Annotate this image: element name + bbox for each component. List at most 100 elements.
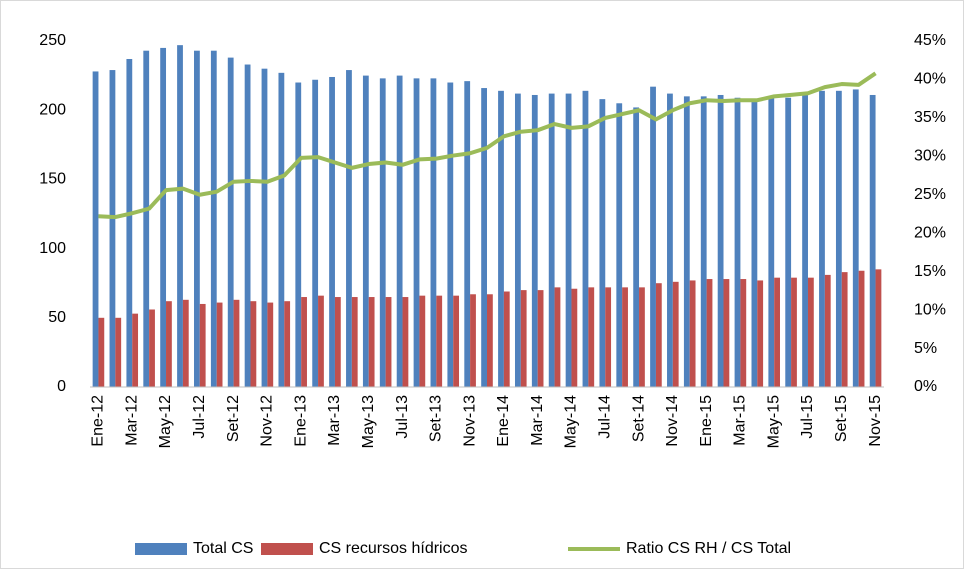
y-tick-label: 100 [39,240,66,257]
bar [419,295,426,387]
bar [447,82,454,388]
bar [667,93,673,387]
bar [227,57,234,387]
bar [639,287,645,387]
y2-tick-label: 20% [914,224,946,241]
x-tick-label: May-14 [563,395,580,448]
bar [700,96,707,388]
bar [216,302,223,387]
bar [548,93,555,387]
bar [723,279,730,387]
bar [503,291,510,387]
bar [807,277,814,387]
x-tick-label: Jul-14 [596,395,613,439]
bar [689,280,696,387]
bar [785,97,792,387]
bar [481,88,487,387]
y2-tick-label: 0% [914,378,937,395]
bar [244,64,251,387]
bar [498,90,504,387]
bar [672,281,679,387]
bar [261,68,268,388]
bar [166,301,172,387]
bar [633,107,640,387]
bar [177,45,183,387]
bar [351,297,358,387]
x-tick-label: Ene-13 [292,395,309,447]
y2-tick-label: 35% [914,109,946,126]
bar [301,297,307,387]
bar [706,279,713,387]
bar [470,294,476,387]
bar [368,297,375,387]
bar [182,299,189,387]
y-tick-label: 0 [57,378,66,395]
y-tick-label: 250 [39,32,66,49]
y2-tick-label: 5% [914,340,937,357]
bar [199,303,206,387]
bar [520,290,527,387]
y2-tick-label: 40% [914,71,946,88]
bar [396,75,403,387]
bar [92,71,99,387]
legend-label: CS recursos hídricos [319,540,468,557]
x-tick-label: Mar-12 [123,395,140,446]
bar [250,301,257,387]
bar [132,313,139,387]
x-tick-label: Jul-15 [799,395,816,439]
bar [233,299,240,387]
bar [531,94,538,387]
bar [852,89,859,387]
bar [824,274,831,387]
x-tick-label: Ene-15 [698,395,715,447]
bar [717,94,724,387]
bar [284,301,291,387]
bar [278,72,285,387]
y2-tick-label: 15% [914,263,946,280]
bar [605,287,612,387]
bar [841,272,848,387]
x-tick-label: May-13 [360,395,377,448]
bar [757,280,764,387]
bar [385,297,392,387]
bar [835,90,842,387]
bar [819,90,825,387]
bar [622,287,628,387]
bar [858,270,865,387]
bar [115,317,122,387]
bar [734,97,741,387]
y2-tick-label: 30% [914,148,946,165]
x-tick-label: May-15 [765,395,782,448]
bar [109,70,116,388]
bar [329,76,335,387]
x-tick-label: Mar-14 [529,395,546,446]
bar [791,277,797,387]
bar [160,47,167,388]
legend-label: Total CS [193,540,253,557]
bar [740,279,747,387]
bar [875,269,882,387]
y2-tick-label: 45% [914,32,946,49]
bar [143,50,150,388]
bar [453,295,460,387]
bar [98,317,105,387]
bar [869,94,876,387]
bar [487,294,493,387]
bar [402,297,409,387]
legend-swatch [261,543,313,555]
y-tick-label: 50 [48,309,66,326]
x-tick-label: Mar-13 [326,395,343,446]
bar [210,50,217,388]
bar [599,99,606,388]
bar [126,58,133,387]
bar [554,287,561,387]
bar [582,90,589,387]
bar [774,277,780,387]
x-tick-label: Jul-12 [191,395,208,439]
x-tick-label: Set-13 [428,395,445,442]
bar [149,309,155,387]
bar [362,75,369,387]
legend-label: Ratio CS RH / CS Total [626,540,791,557]
x-tick-label: Nov-15 [867,395,884,447]
